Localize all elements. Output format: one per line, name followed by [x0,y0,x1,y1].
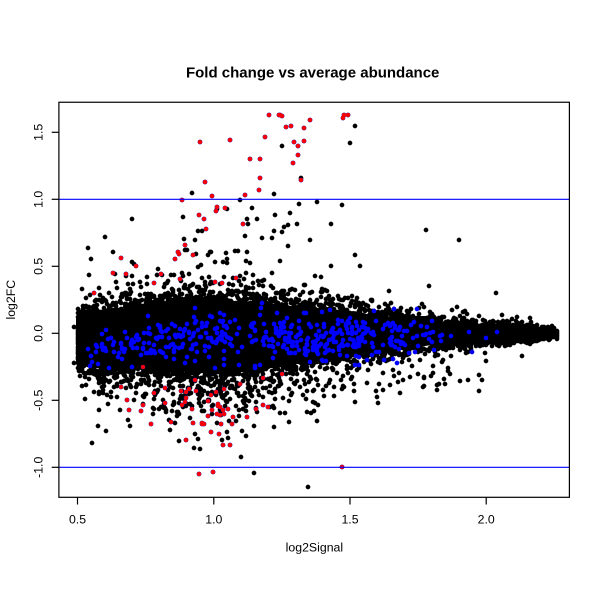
svg-text:log2Signal: log2Signal [286,541,343,555]
svg-text:log2FC: log2FC [4,280,18,320]
svg-text:-1.0: -1.0 [32,457,46,478]
svg-text:1.0: 1.0 [32,191,46,208]
svg-text:0.5: 0.5 [32,258,46,275]
svg-text:1.5: 1.5 [32,124,46,141]
svg-text:1.0: 1.0 [205,513,222,527]
svg-text:-0.5: -0.5 [32,390,46,411]
svg-text:0.0: 0.0 [32,325,46,342]
svg-text:2.0: 2.0 [478,513,495,527]
svg-text:1.5: 1.5 [341,513,358,527]
svg-text:0.5: 0.5 [69,513,86,527]
svg-text:Fold change vs average abundan: Fold change vs average abundance [186,65,439,82]
